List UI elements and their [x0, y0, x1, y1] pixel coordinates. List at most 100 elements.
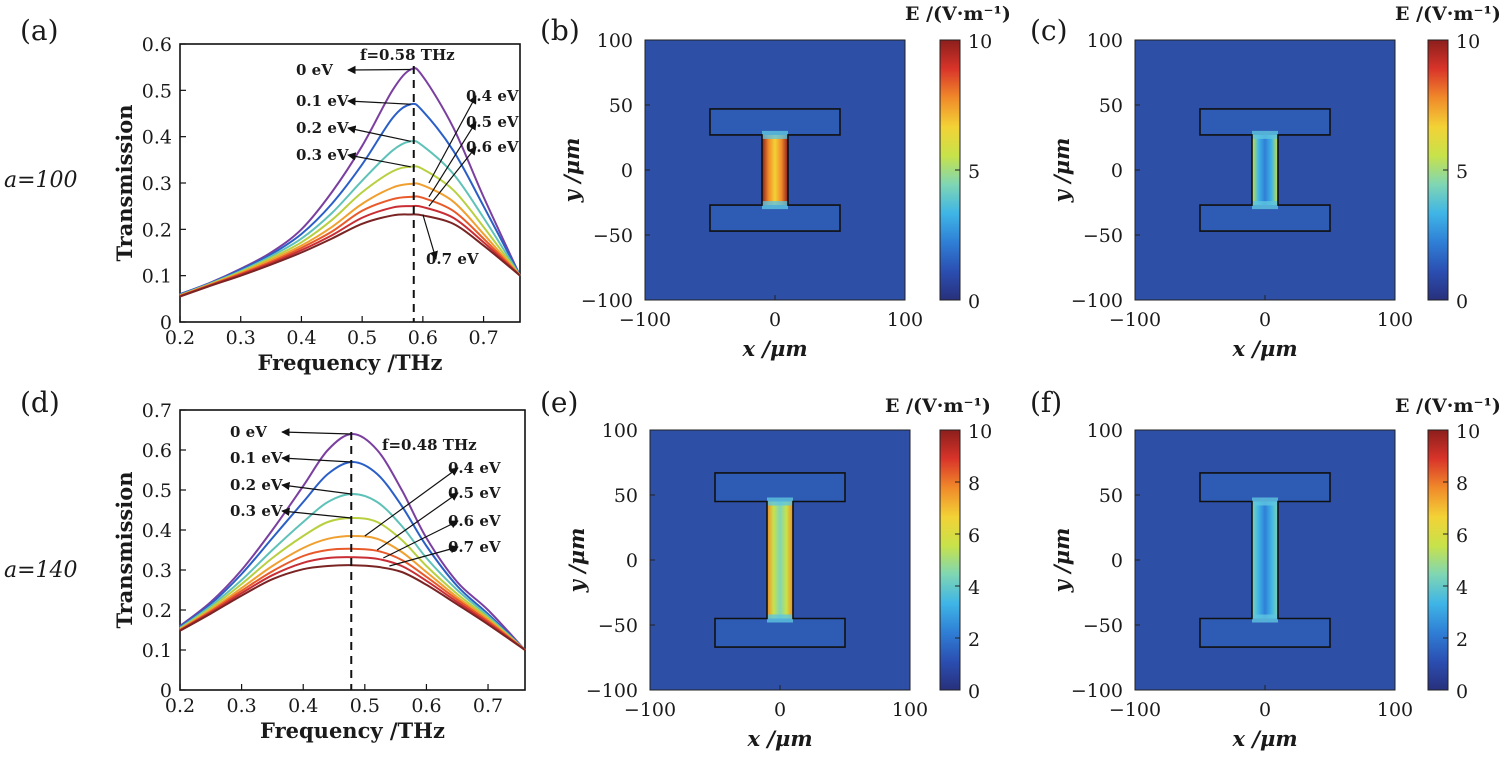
y-tick-label: 0.2 — [142, 219, 172, 241]
y-tick-label: 0.5 — [142, 480, 172, 502]
x-tick-label: 0.7 — [468, 327, 498, 349]
colorbar-tick-label: 0 — [968, 681, 980, 703]
colorbar-tick-label: 4 — [968, 577, 980, 599]
colorbar-tick-label: 5 — [1456, 161, 1468, 183]
x-axis-label: x /μm — [741, 336, 807, 361]
annotation-arrow — [347, 97, 411, 106]
plot-frame — [179, 43, 521, 323]
series-label: 0.5 eV — [448, 484, 501, 502]
series-line-0p6eV — [179, 556, 526, 651]
panel-label: (e) — [540, 386, 578, 419]
i-shape-outline — [1199, 108, 1331, 232]
x-tick-label: 0.5 — [347, 327, 377, 349]
bottom-bar-field — [1200, 618, 1330, 648]
i-shape-outline — [1199, 472, 1331, 648]
y-tick-label: −100 — [581, 290, 633, 312]
resonance-label: f=0.58 THz — [360, 46, 455, 64]
y-tick-label: −100 — [1071, 290, 1123, 312]
series-line-0p1eV — [179, 102, 521, 296]
y-tick-label: −50 — [598, 615, 638, 637]
y-tick-label: 0 — [1111, 160, 1123, 182]
y-tick-label: 50 — [614, 485, 638, 507]
y-tick-label: 100 — [1087, 420, 1123, 442]
annotation-arrow — [281, 454, 352, 463]
gap-edge-top — [767, 497, 793, 506]
series-label: 0.7 eV — [448, 538, 501, 556]
x-tick-label: 0 — [1259, 699, 1271, 721]
series-label: 0.2 eV — [230, 476, 283, 494]
colorbar-tick-label: 2 — [1456, 629, 1468, 651]
gap-field — [767, 501, 793, 619]
series-line-0p7eV — [179, 564, 526, 651]
x-tick-label: −100 — [1109, 699, 1161, 721]
field-map-f: (f) −100 0 100 100 50 0 −50 −100 x /μm y /μm 10 8 6 4 2… — [1030, 386, 1501, 751]
series-label: 0.4 eV — [448, 459, 501, 477]
panel-label: (a) — [20, 14, 59, 47]
series-line-0eV — [179, 432, 526, 651]
gap-field — [1252, 134, 1278, 206]
annotation-arrow — [383, 520, 459, 559]
colorbar-tick-label: 10 — [968, 421, 992, 443]
annotation-arrow — [422, 214, 438, 260]
series-label: 0.3 eV — [230, 502, 283, 520]
series-label: 0.6 eV — [466, 138, 519, 156]
series-label: 0 eV — [230, 423, 267, 441]
gap-edge-bottom — [767, 614, 793, 623]
series-label: 0.1 eV — [296, 92, 349, 110]
y-tick-label: 0 — [626, 550, 638, 572]
x-tick-label: 0 — [774, 699, 786, 721]
y-tick-label: −50 — [1083, 225, 1123, 247]
top-bar-field — [1200, 472, 1330, 502]
gap-edge-top — [1252, 130, 1278, 139]
annotation-arrow — [281, 507, 352, 519]
gap-edge-top — [1252, 497, 1278, 506]
field-map-e: (e) −100 0 100 100 50 0 −50 −100 x /μm y /μm 10 8 6 4 2… — [540, 386, 992, 751]
annotation-arrow — [347, 125, 411, 142]
transmission-chart-d: (d) 0.2 0.3 0.4 0.5 0.6 0.7 0 0.1 0.2 0.3 0.4 0.5 0.6… — [20, 386, 526, 743]
bottom-bar-field — [715, 618, 845, 648]
x-tick-label: 0.4 — [286, 327, 316, 349]
y-tick-label: 0.3 — [142, 173, 172, 195]
annotation-arrow — [389, 544, 459, 567]
colorbar-tick-label: 8 — [1456, 473, 1468, 495]
x-tick-label: 0.7 — [473, 695, 503, 717]
y-tick-label: 100 — [597, 30, 633, 52]
y-tick-label: 50 — [609, 95, 633, 117]
top-bar-field — [715, 472, 845, 502]
y-tick-label: 0.4 — [142, 520, 172, 542]
gap-edge-bottom — [1252, 614, 1278, 623]
x-tick-label: 0 — [1259, 309, 1271, 331]
transmission-chart-a: (a) 0.2 0.3 0.4 0.5 0.6 0.7 0 0.1 0.2 0.3 0.4 0.5 0.6… — [20, 14, 521, 375]
panel-label: (f) — [1030, 386, 1062, 419]
series-label: 0.3 eV — [296, 146, 349, 164]
i-shape-outline — [714, 472, 846, 648]
bottom-bar-field — [710, 205, 840, 232]
series-label: 0.7 eV — [426, 250, 479, 268]
colorbar-label: E /(V·m⁻¹) — [1395, 3, 1501, 25]
panel-label: (c) — [1030, 14, 1068, 47]
gap-field — [762, 134, 788, 206]
x-tick-label: 0.3 — [226, 327, 256, 349]
colorbar-tick-label: 10 — [968, 31, 992, 53]
colorbar-tick-label: 6 — [1456, 525, 1468, 547]
annotation-arrow — [428, 146, 477, 207]
y-axis-label: y /μm — [564, 528, 589, 594]
panel-label: (d) — [20, 386, 60, 419]
colorbar-tick-label: 0 — [1456, 291, 1468, 313]
series-line-0p1eV — [179, 460, 526, 651]
y-tick-label: 100 — [602, 420, 638, 442]
series-label: 0.5 eV — [466, 113, 519, 131]
y-axis-label: y /μm — [1049, 528, 1074, 594]
annotation-arrow — [364, 467, 459, 537]
y-tick-label: 0.1 — [142, 266, 172, 288]
annotation-arrow — [281, 481, 352, 495]
y-tick-label: 50 — [1099, 485, 1123, 507]
annotation-arrow — [428, 95, 477, 184]
colorbar-label: E /(V·m⁻¹) — [1395, 395, 1501, 417]
gap-edge-top — [762, 130, 788, 139]
y-tick-label: 100 — [1087, 30, 1123, 52]
x-tick-label: 100 — [1377, 309, 1413, 331]
plot-frame — [179, 409, 526, 691]
x-tick-label: −100 — [619, 309, 671, 331]
